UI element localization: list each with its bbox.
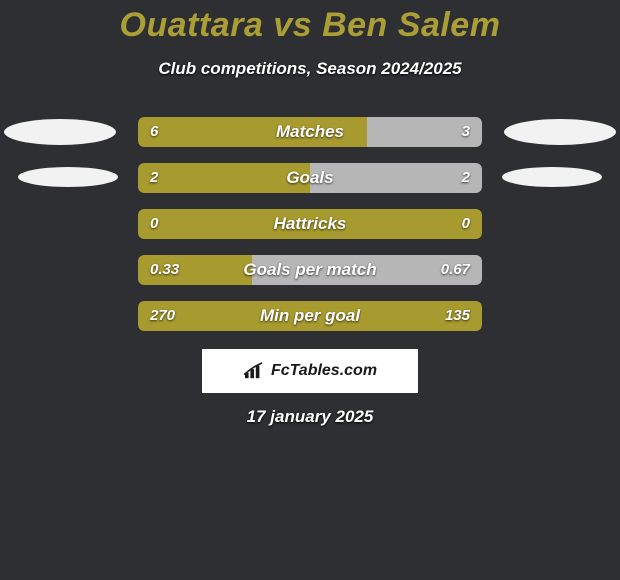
stat-row: 00Hattricks bbox=[0, 203, 620, 249]
stat-bar: 0.330.67Goals per match bbox=[138, 255, 482, 285]
stat-label: Matches bbox=[138, 117, 482, 147]
stat-bar: 00Hattricks bbox=[138, 209, 482, 239]
stat-row: 0.330.67Goals per match bbox=[0, 249, 620, 295]
player2-photo-placeholder bbox=[502, 167, 602, 187]
stat-bar: 270135Min per goal bbox=[138, 301, 482, 331]
page-title: Ouattara vs Ben Salem bbox=[0, 6, 620, 45]
stat-label: Goals per match bbox=[138, 255, 482, 285]
stat-label: Goals bbox=[138, 163, 482, 193]
player1-photo-placeholder bbox=[4, 119, 116, 145]
vs-label: vs bbox=[273, 6, 312, 44]
player2-photo-placeholder bbox=[504, 119, 616, 145]
stat-bar: 63Matches bbox=[138, 117, 482, 147]
stat-label: Min per goal bbox=[138, 301, 482, 331]
brand-box[interactable]: FcTables.com bbox=[202, 349, 418, 393]
brand-text: FcTables.com bbox=[271, 362, 377, 380]
player1-name: Ouattara bbox=[120, 6, 264, 44]
stat-bar: 22Goals bbox=[138, 163, 482, 193]
comparison-card: Ouattara vs Ben Salem Club competitions,… bbox=[0, 0, 620, 427]
stat-row: 63Matches bbox=[0, 111, 620, 157]
subtitle: Club competitions, Season 2024/2025 bbox=[0, 59, 620, 79]
stats-rows: 63Matches 22Goals 00Hattricks 0.330.67Goals… bbox=[0, 111, 620, 341]
stat-label: Hattricks bbox=[138, 209, 482, 239]
stat-row: 22Goals bbox=[0, 157, 620, 203]
generated-date: 17 january 2025 bbox=[0, 407, 620, 427]
stat-row: 270135Min per goal bbox=[0, 295, 620, 341]
bar-chart-icon bbox=[243, 362, 265, 380]
player1-photo-placeholder bbox=[18, 167, 118, 187]
player2-name: Ben Salem bbox=[322, 6, 500, 44]
